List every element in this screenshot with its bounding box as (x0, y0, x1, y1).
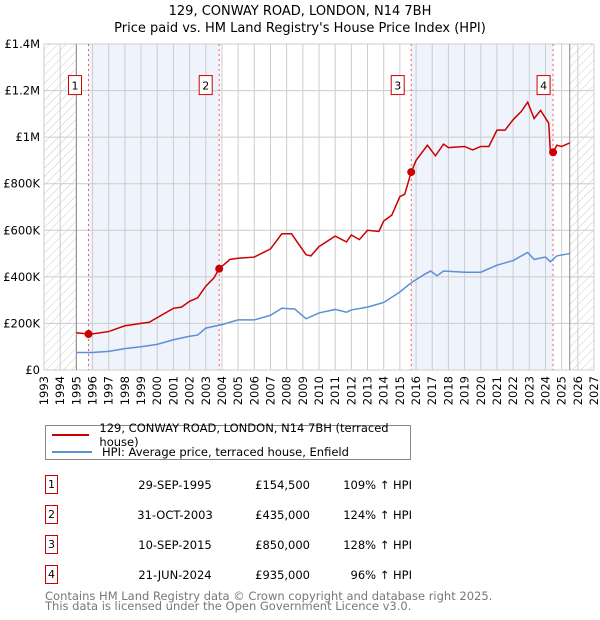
sale-label: 1 (71, 80, 78, 93)
x-tick-label: 2001 (166, 376, 180, 405)
x-tick-label: 2022 (506, 376, 520, 405)
footer-licence: This data is licensed under the Open Gov… (45, 599, 412, 613)
y-tick-label: £600K (3, 223, 40, 237)
sale-marker: 2 (45, 505, 58, 524)
x-tick-label: 1995 (69, 376, 83, 405)
sale-point (407, 168, 416, 177)
sale-label: 2 (202, 80, 209, 93)
sale-date: 31-OCT-2003 (137, 508, 213, 522)
x-tick-label: 2002 (183, 376, 197, 405)
x-tick-label: 2011 (328, 376, 342, 405)
sale-label: 3 (394, 80, 401, 93)
legend-label: HPI: Average price, terraced house, Enfi… (102, 445, 349, 459)
sale-label-box (198, 75, 213, 96)
sale-marker: 4 (45, 565, 58, 584)
chart-subtitle: Price paid vs. HM Land Registry's House … (114, 21, 486, 36)
x-tick-label: 2009 (296, 376, 310, 405)
sale-point (84, 330, 93, 339)
sale-hpi: 124% ↑ HPI (343, 508, 412, 522)
x-tick-label: 2003 (199, 376, 213, 405)
x-tick-label: 2019 (458, 376, 472, 405)
sale-label-box (536, 75, 551, 96)
y-tick-label: £400K (3, 270, 40, 284)
x-tick-label: 2015 (393, 376, 407, 405)
x-tick-label: 1993 (37, 376, 51, 405)
x-tick-label: 2013 (361, 376, 375, 405)
x-tick-label: 2014 (377, 376, 391, 405)
y-tick-label: £1.2M (4, 84, 40, 98)
sale-label-box (390, 75, 405, 96)
y-tick-label: £800K (3, 177, 40, 191)
sale-marker: 3 (45, 535, 58, 554)
x-tick-label: 2004 (215, 376, 229, 405)
sale-row: 2 31-OCT-2003 £435,000 124% ↑ HPI (45, 505, 412, 527)
sale-hpi: 128% ↑ HPI (343, 538, 412, 552)
chart-title: 129, CONWAY ROAD, LONDON, N14 7BH (168, 4, 432, 19)
x-tick-label: 1998 (118, 376, 132, 405)
x-tick-label: 2024 (538, 376, 552, 405)
x-tick-label: 1996 (86, 376, 100, 405)
sale-label: 4 (540, 80, 547, 93)
x-tick-label: 2026 (571, 376, 585, 405)
x-tick-label: 2010 (312, 376, 326, 405)
x-tick-label: 2005 (231, 376, 245, 405)
sale-row: 3 10-SEP-2015 £850,000 128% ↑ HPI (45, 535, 412, 557)
hatch-after-data (569, 44, 594, 370)
x-tick-label: 2025 (555, 376, 569, 405)
x-tick-label: 2006 (247, 376, 261, 405)
x-tick-label: 2008 (280, 376, 294, 405)
sale-hpi: 109% ↑ HPI (343, 478, 412, 492)
sale-point (549, 148, 558, 157)
x-tick-label: 2023 (522, 376, 536, 405)
sale-point (215, 264, 224, 273)
series-line (76, 251, 570, 354)
x-tick-label: 2016 (409, 376, 423, 405)
sale-price: £435,000 (255, 508, 310, 522)
y-tick-label: £1.4M (4, 37, 40, 51)
x-tick-label: 1994 (53, 376, 67, 405)
sale-price: £154,500 (255, 478, 310, 492)
series-line (76, 100, 571, 335)
y-tick-label: £200K (3, 316, 40, 330)
x-tick-label: 2000 (150, 376, 164, 405)
legend-item-hpi: HPI: Average price, terraced house, Enfi… (52, 444, 349, 460)
price-chart: 1993 1994 1995 1996 1997 1998 1999 2000 2001 2002… (3, 37, 600, 405)
sale-date: 10-SEP-2015 (138, 538, 212, 552)
sale-hpi: 96% ↑ HPI (350, 568, 412, 582)
x-tick-label: 1999 (134, 376, 148, 405)
legend-swatch-red (52, 434, 90, 436)
sale-marker: 1 (45, 475, 58, 494)
sale-row: 1 29-SEP-1995 £154,500 109% ↑ HPI (45, 475, 412, 497)
x-tick-label: 2021 (490, 376, 504, 405)
x-tick-label: 2018 (441, 376, 455, 405)
legend-label: 129, CONWAY ROAD, LONDON, N14 7BH (terra… (99, 421, 389, 449)
x-tick-label: 2012 (344, 376, 358, 405)
sale-price: £935,000 (255, 568, 310, 582)
sale-date: 29-SEP-1995 (138, 478, 212, 492)
x-tick-label: 1997 (102, 376, 116, 405)
x-tick-label: 2007 (263, 376, 277, 405)
x-tick-label: 2020 (474, 376, 488, 405)
legend-swatch-blue (52, 451, 92, 453)
sale-price: £850,000 (255, 538, 310, 552)
shaded-period (88, 44, 220, 370)
sale-date: 21-JUN-2024 (138, 568, 212, 582)
x-tick-label: 2027 (587, 376, 600, 405)
sale-row: 4 21-JUN-2024 £935,000 96% ↑ HPI (45, 565, 412, 587)
y-tick-label: £1M (15, 130, 40, 144)
legend: 129, CONWAY ROAD, LONDON, N14 7BH (terra… (45, 421, 411, 460)
legend-item-property: 129, CONWAY ROAD, LONDON, N14 7BH (terra… (52, 421, 410, 449)
footer-copyright: Contains HM Land Registry data © Crown c… (45, 589, 493, 603)
y-tick-label: £0 (25, 363, 40, 377)
sale-label-box (67, 75, 82, 96)
x-tick-label: 2017 (425, 376, 439, 405)
